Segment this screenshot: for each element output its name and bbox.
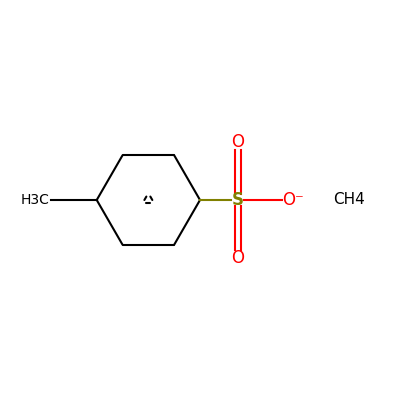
Text: H3C: H3C	[21, 193, 50, 207]
Text: O⁻: O⁻	[282, 191, 304, 209]
Text: CH4: CH4	[333, 192, 365, 208]
Text: S: S	[232, 191, 244, 209]
Text: O: O	[231, 248, 244, 266]
Text: O: O	[231, 134, 244, 152]
